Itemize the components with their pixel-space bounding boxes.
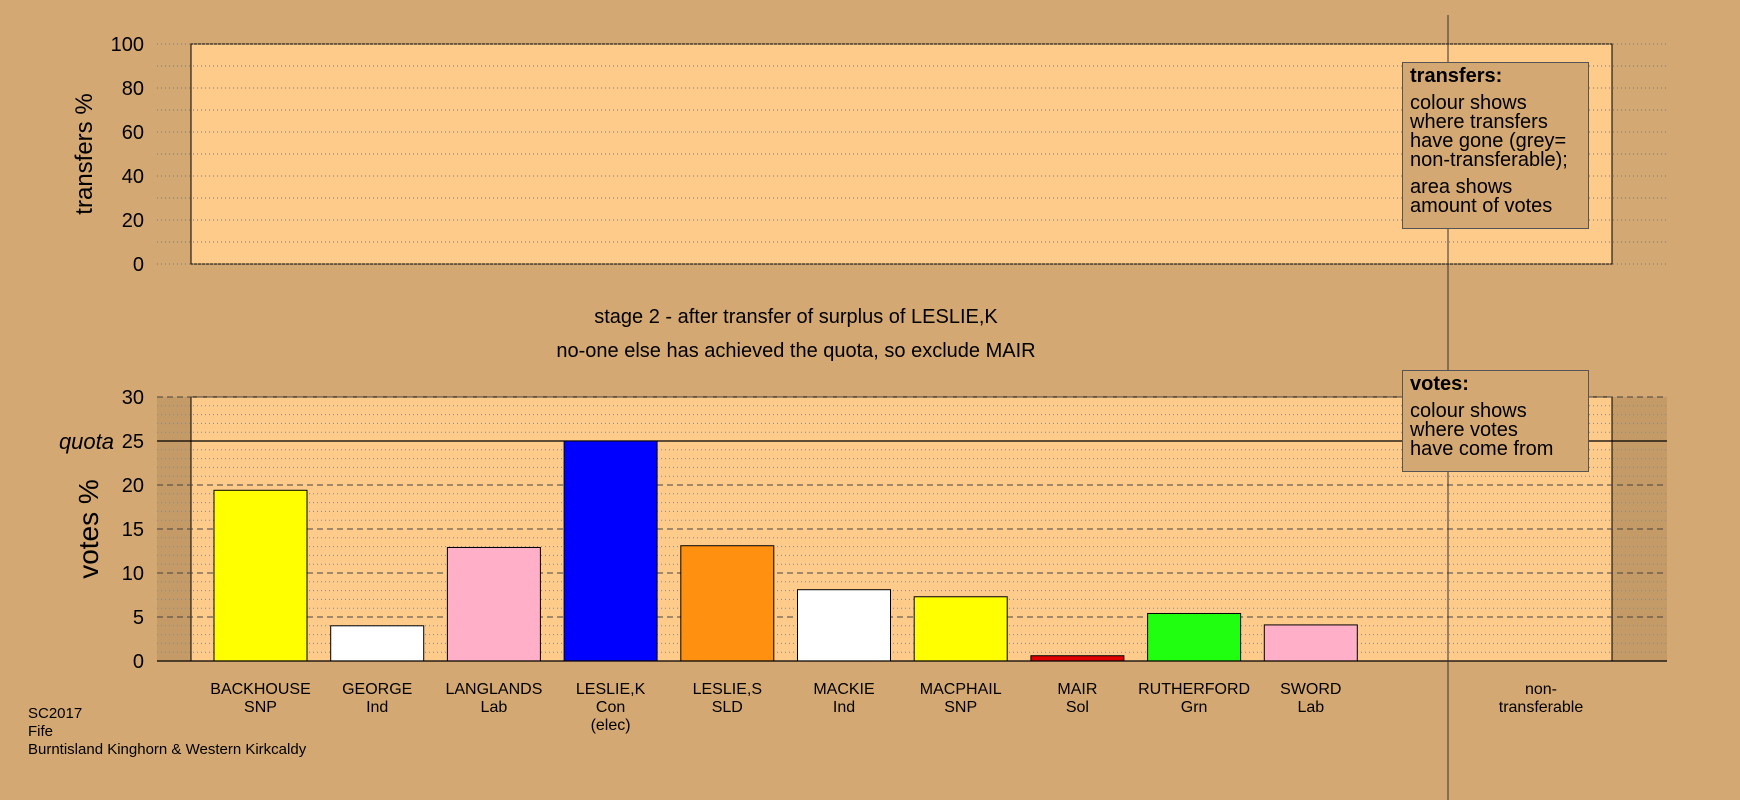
candidate-name-label: MACKIE bbox=[813, 681, 874, 698]
stage-subtitle: no-one else has achieved the quota, so e… bbox=[556, 340, 1035, 362]
transfers-axis-label: transfers % bbox=[71, 93, 98, 214]
vote-bar bbox=[213, 489, 308, 662]
vote-bar bbox=[1263, 624, 1358, 662]
nontransferable-label-2: transferable bbox=[1499, 699, 1584, 716]
transfers-tick-label: 0 bbox=[133, 254, 144, 276]
votes-tick-label: 15 bbox=[122, 519, 144, 541]
candidate-name-label: SWORD bbox=[1280, 681, 1341, 698]
candidate-party-label: SNP bbox=[944, 699, 977, 716]
votes-axis-label: votes % bbox=[73, 479, 104, 579]
candidate-party-label: Grn bbox=[1181, 699, 1208, 716]
candidate-name-label: LESLIE,K bbox=[576, 681, 646, 698]
nontransferable-label-1: non- bbox=[1525, 681, 1557, 698]
votes-tick-label: 10 bbox=[122, 563, 144, 585]
vote-bar bbox=[330, 625, 425, 662]
footer-council: Fife bbox=[28, 723, 54, 740]
candidate-name-label: LESLIE,S bbox=[693, 681, 762, 698]
votes-legend: votes: colour shows where votes have come … bbox=[1402, 370, 1589, 472]
transfers-legend: transfers: colour shows where transfers ha… bbox=[1402, 62, 1589, 229]
candidate-party-label: Con bbox=[596, 699, 625, 716]
candidate-party-label: SLD bbox=[712, 699, 743, 716]
vote-bar bbox=[797, 589, 891, 662]
candidate-name-label: BACKHOUSE bbox=[210, 681, 310, 698]
votes-tick-label: 30 bbox=[122, 387, 144, 409]
footer-election: SC2017 bbox=[28, 705, 83, 722]
vote-bar bbox=[446, 546, 541, 662]
transfers-tick-label: 40 bbox=[122, 166, 144, 188]
transfers-tick-label: 20 bbox=[122, 210, 144, 232]
transfers-tick-label: 60 bbox=[122, 122, 144, 144]
vote-bar bbox=[680, 545, 775, 662]
vote-bar bbox=[563, 440, 658, 662]
candidate-party-label: Sol bbox=[1066, 699, 1089, 716]
footer-ward: Burntisland Kinghorn & Western Kirkcaldy bbox=[28, 741, 307, 758]
transfers-tick-label: 80 bbox=[122, 78, 144, 100]
transfers-legend-text-2: area shows amount of votes bbox=[1410, 176, 1553, 217]
candidate-name-label: MAIR bbox=[1057, 681, 1097, 698]
transfers-legend-text-1: colour shows where transfers have gone (gr… bbox=[1410, 92, 1568, 171]
votes-legend-text: colour shows where votes have come from bbox=[1410, 400, 1554, 460]
votes-legend-title: votes: bbox=[1410, 373, 1469, 395]
candidate-party-label: Ind bbox=[833, 699, 855, 716]
vote-bar bbox=[913, 596, 1008, 662]
candidate-name-label: MACPHAIL bbox=[920, 681, 1002, 698]
transfers-tick-label: 100 bbox=[111, 34, 144, 56]
candidate-party-label: Ind bbox=[366, 699, 388, 716]
vote-bar bbox=[1030, 655, 1125, 662]
candidate-party-label: Lab bbox=[481, 699, 508, 716]
quota-label: quota bbox=[59, 429, 114, 454]
candidate-name-label: GEORGE bbox=[342, 681, 412, 698]
votes-tick-label: 25 bbox=[122, 431, 144, 453]
votes-tick-label: 5 bbox=[133, 607, 144, 629]
footer: SC2017 Fife Burntisland Kinghorn & Weste… bbox=[28, 705, 306, 759]
votes-tick-label: 20 bbox=[122, 475, 144, 497]
votes-tick-label: 0 bbox=[133, 651, 144, 673]
transfers-legend-title: transfers: bbox=[1410, 65, 1503, 87]
candidate-party-label: Lab bbox=[1297, 699, 1324, 716]
candidate-party-label: SNP bbox=[244, 699, 277, 716]
vote-bar bbox=[1147, 612, 1242, 662]
candidate-status-label: (elec) bbox=[591, 717, 631, 734]
stage-title: stage 2 - after transfer of surplus of L… bbox=[594, 306, 998, 328]
candidate-name-label: RUTHERFORD bbox=[1138, 681, 1250, 698]
candidate-name-label: LANGLANDS bbox=[445, 681, 542, 698]
